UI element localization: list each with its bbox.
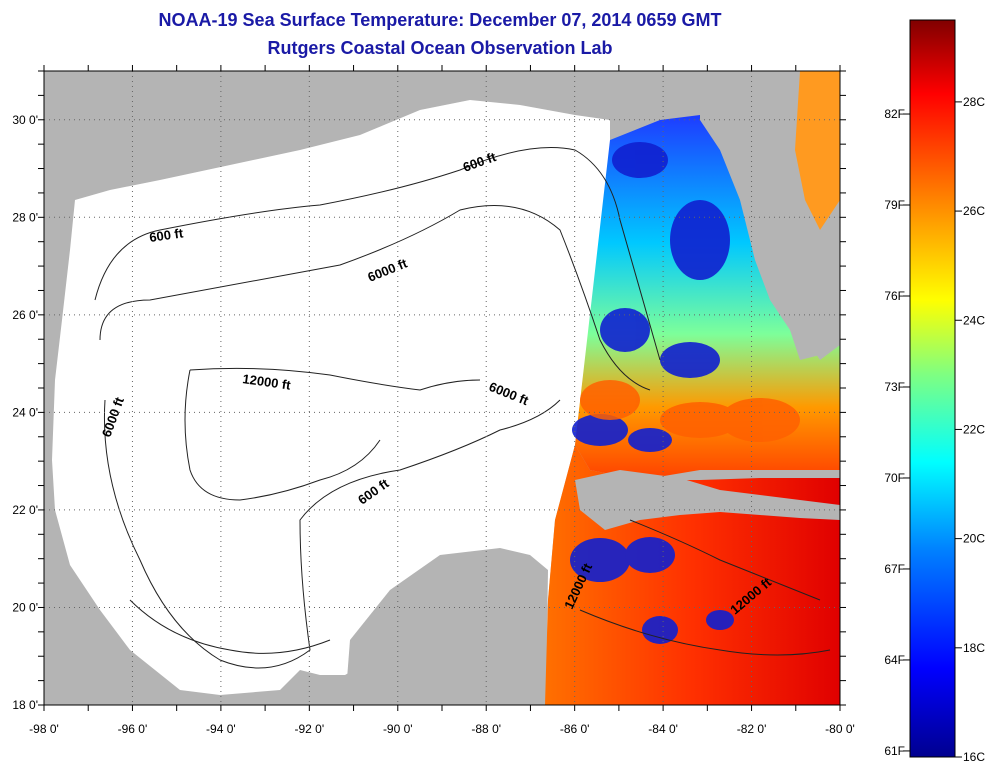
- lon-tick-label: -88 0': [471, 722, 501, 736]
- colorbar-celsius-labels: 28C 26C 24C 22C 20C 18C 16C: [955, 95, 985, 764]
- colorbar-celsius-label: 16C: [963, 750, 985, 764]
- lat-tick-label: 30 0': [12, 113, 38, 127]
- cuba-island: [575, 470, 840, 530]
- lon-tick-label: -84 0': [648, 722, 678, 736]
- lon-tick-label: -80 0': [825, 722, 855, 736]
- colorbar-celsius-label: 26C: [963, 204, 985, 218]
- lon-tick-label: -94 0': [206, 722, 236, 736]
- longitude-axis: -98 0' -96 0' -94 0' -92 0' -90 0' -88 0' -86 …: [29, 65, 855, 736]
- cold-cloud-patches: [570, 142, 734, 644]
- lat-tick-label: 22 0': [12, 503, 38, 517]
- contour-label: 600 ft: [148, 225, 184, 245]
- yucatan-peninsula: [345, 548, 548, 705]
- lon-tick-label: -90 0': [383, 722, 413, 736]
- lon-tick-label: -82 0': [737, 722, 767, 736]
- lat-tick-label: 26 0': [12, 308, 38, 322]
- atlantic-sst-data: [795, 71, 840, 230]
- colorbar-celsius-label: 20C: [963, 532, 985, 546]
- colorbar-celsius-label: 28C: [963, 95, 985, 109]
- bathymetry-contours: [94, 147, 831, 669]
- lon-tick-label: -98 0': [29, 722, 59, 736]
- lat-tick-label: 28 0': [12, 210, 38, 224]
- graticule: [44, 71, 840, 705]
- map-title: NOAA-19 Sea Surface Temperature: Decembe…: [158, 10, 722, 30]
- lat-tick-label: 18 0': [12, 698, 38, 712]
- lat-tick-label: 24 0': [12, 405, 38, 419]
- warm-patches: [580, 380, 800, 442]
- colorbar-fahrenheit-label: 73F: [884, 380, 905, 394]
- colorbar-fahrenheit-labels: 82F 79F 76F 73F 70F 67F 64F 61F: [884, 107, 910, 758]
- colorbar-fahrenheit-label: 79F: [884, 198, 905, 212]
- colorbar-fahrenheit-label: 64F: [884, 653, 905, 667]
- colorbar-celsius-label: 18C: [963, 641, 985, 655]
- lon-tick-label: -92 0': [295, 722, 325, 736]
- lon-tick-label: -86 0': [560, 722, 590, 736]
- lon-tick-label: -96 0': [118, 722, 148, 736]
- colorbar-fahrenheit-label: 70F: [884, 471, 905, 485]
- map-subtitle: Rutgers Coastal Ocean Observation Lab: [267, 38, 613, 58]
- florida-sst-data: [575, 115, 840, 480]
- map-area: 600 ft 600 ft 6000 ft 6000 ft 12000 ft 6…: [44, 71, 840, 705]
- latitude-axis: 18 0' 20 0' 22 0' 24 0' 26 0' 28 0' 30 0': [12, 70, 846, 712]
- contour-label: 12000 ft: [242, 371, 293, 393]
- colorbar-fahrenheit-label: 82F: [884, 107, 905, 121]
- colorbar-celsius-label: 24C: [963, 313, 985, 327]
- colorbar: [909, 19, 956, 758]
- colorbar-fahrenheit-label: 76F: [884, 289, 905, 303]
- colorbar-fahrenheit-label: 61F: [884, 744, 905, 758]
- colorbar-celsius-label: 22C: [963, 422, 985, 436]
- lat-tick-label: 20 0': [12, 600, 38, 614]
- colorbar-fahrenheit-label: 67F: [884, 562, 905, 576]
